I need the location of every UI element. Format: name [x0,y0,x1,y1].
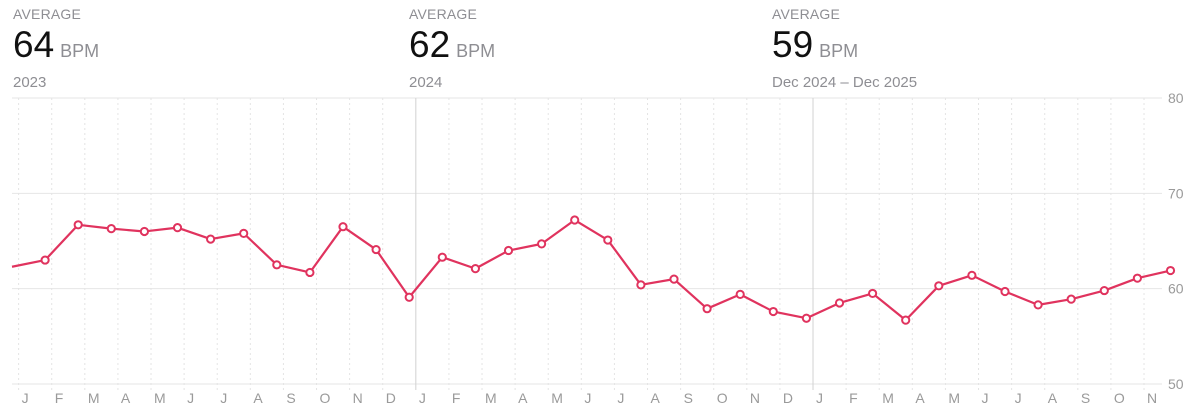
x-tick-label: A [121,390,131,406]
x-tick-label: A [651,390,661,406]
x-tick-label: M [551,390,563,406]
x-tick-label: F [849,390,858,406]
x-tick-label: M [154,390,166,406]
x-tick-label: J [617,390,624,406]
stat-unit: BPM [819,41,859,61]
x-tick-label: J [220,390,227,406]
stat-last-year: AVERAGE 59 BPM Dec 2024 – Dec 2025 [772,6,917,91]
y-tick-label: 60 [1168,281,1184,297]
stat-period: Dec 2024 – Dec 2025 [772,74,918,91]
stat-2024: AVERAGE 62 BPM 2024 [409,6,495,91]
stat-value-row: 64 BPM [13,26,99,72]
stat-period: 2023 [13,74,47,91]
data-point [636,280,646,290]
data-point [139,226,149,237]
x-tick-label: N [353,390,363,406]
data-point [1132,273,1143,283]
stat-period: 2024 [409,74,443,91]
y-tick-label: 80 [1168,90,1184,106]
data-point [934,281,944,291]
data-point [1165,265,1176,276]
stat-label: AVERAGE [772,6,841,22]
stat-label: AVERAGE [13,6,82,22]
x-tick-label: O [320,390,331,406]
data-point [834,298,845,308]
x-tick-label: N [750,390,760,406]
data-point [1066,294,1076,304]
x-tick-label: J [982,390,989,406]
x-tick-label: S [1081,390,1090,406]
stat-value: 62 [409,24,451,65]
data-point [570,215,580,225]
data-point [537,239,547,249]
data-point [404,292,414,302]
data-point [868,288,878,299]
data-point [470,264,480,274]
stat-unit: BPM [456,41,496,61]
x-tick-label: M [882,390,894,406]
data-point [801,313,812,323]
stat-value-row: 62 BPM [409,26,495,72]
x-tick-label: M [948,390,960,406]
data-point [305,267,315,278]
x-tick-label: J [1015,390,1022,406]
y-tick-label: 50 [1168,376,1184,392]
x-tick-label: M [485,390,497,406]
data-point [206,234,216,244]
x-tick-label: S [286,390,295,406]
x-tick-label: A [915,390,925,406]
x-tick-label: J [419,390,426,406]
data-point [768,306,778,317]
data-point [1000,286,1010,297]
data-point [371,244,381,255]
x-tick-label: J [816,390,823,406]
x-tick-label: A [253,390,263,406]
data-point [272,260,282,270]
x-tick-label: O [717,390,728,406]
data-point [901,315,911,325]
x-tick-label: A [518,390,528,406]
data-point [172,223,183,233]
x-tick-label: J [187,390,194,406]
x-tick-label: F [452,390,461,406]
data-point [603,235,613,245]
data-point [1033,300,1043,310]
data-point [437,252,447,262]
data-point [967,270,977,280]
stat-value: 64 [13,24,55,65]
x-tick-label: F [55,390,64,406]
y-tick-label: 70 [1168,185,1184,201]
x-tick-label: M [88,390,100,406]
data-point [40,255,50,265]
stat-2023: AVERAGE 64 BPM 2023 [13,6,99,91]
data-point [106,224,116,234]
data-point [702,304,712,314]
x-tick-label: J [584,390,591,406]
stat-unit: BPM [60,41,100,61]
data-point [735,289,745,299]
x-tick-label: O [1114,390,1125,406]
data-point [239,228,249,238]
data-point [669,274,679,284]
data-point [1099,285,1109,296]
data-point [338,222,348,232]
data-point [503,245,514,256]
x-tick-label: N [1147,390,1157,406]
stat-label: AVERAGE [409,6,478,22]
x-tick-label: A [1048,390,1058,406]
series-line [11,218,1171,322]
stat-value-row: 59 BPM [772,26,917,72]
x-tick-label: D [783,390,793,406]
data-point [73,220,83,230]
x-tick-label: J [22,390,29,406]
x-tick-label: D [386,390,396,406]
x-tick-label: S [684,390,693,406]
stat-value: 59 [772,24,814,65]
